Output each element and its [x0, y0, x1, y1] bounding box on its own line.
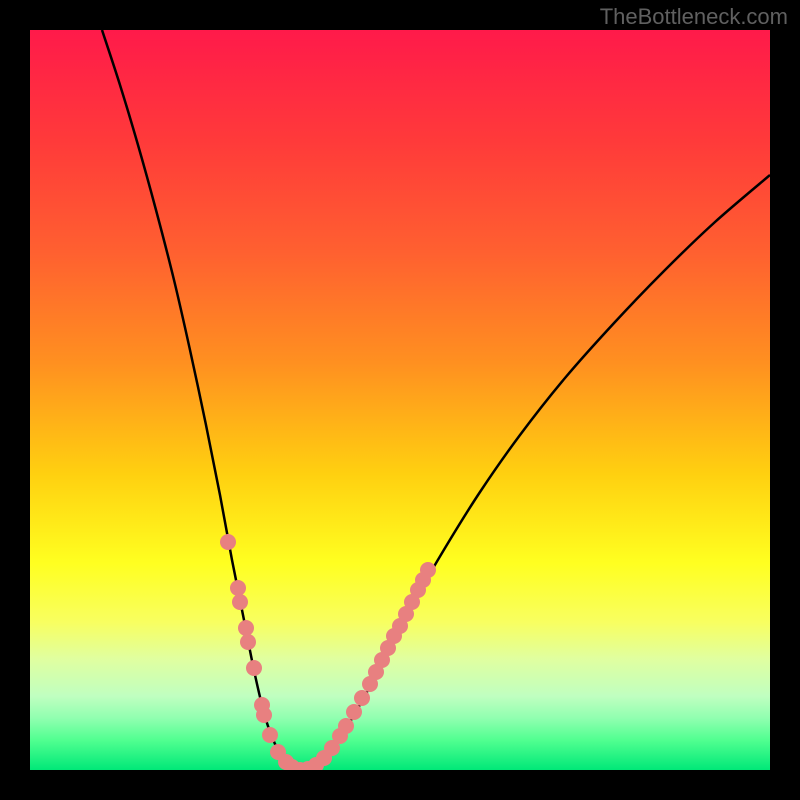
data-marker [354, 690, 370, 706]
data-marker [246, 660, 262, 676]
data-marker [346, 704, 362, 720]
data-marker [230, 580, 246, 596]
data-marker [240, 634, 256, 650]
watermark-text: TheBottleneck.com [600, 4, 788, 30]
data-marker [238, 620, 254, 636]
gradient-background [30, 30, 770, 770]
data-marker [420, 562, 436, 578]
chart-svg [30, 30, 770, 770]
data-marker [338, 718, 354, 734]
data-marker [262, 727, 278, 743]
data-marker [220, 534, 236, 550]
data-marker [232, 594, 248, 610]
data-marker [256, 707, 272, 723]
chart-area [30, 30, 770, 770]
